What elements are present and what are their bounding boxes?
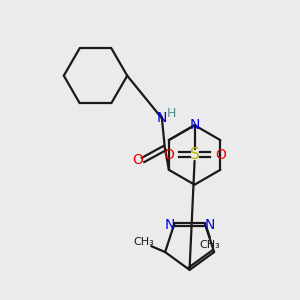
Text: N: N [164,218,175,232]
Text: S: S [190,148,200,163]
Text: CH₃: CH₃ [199,240,220,250]
Text: O: O [164,148,174,162]
Text: O: O [215,148,226,162]
Text: N: N [189,118,200,132]
Text: CH₃: CH₃ [133,237,154,247]
Text: N: N [205,218,215,232]
Text: O: O [133,153,143,167]
Text: N: N [157,111,167,125]
Text: H: H [167,107,176,120]
